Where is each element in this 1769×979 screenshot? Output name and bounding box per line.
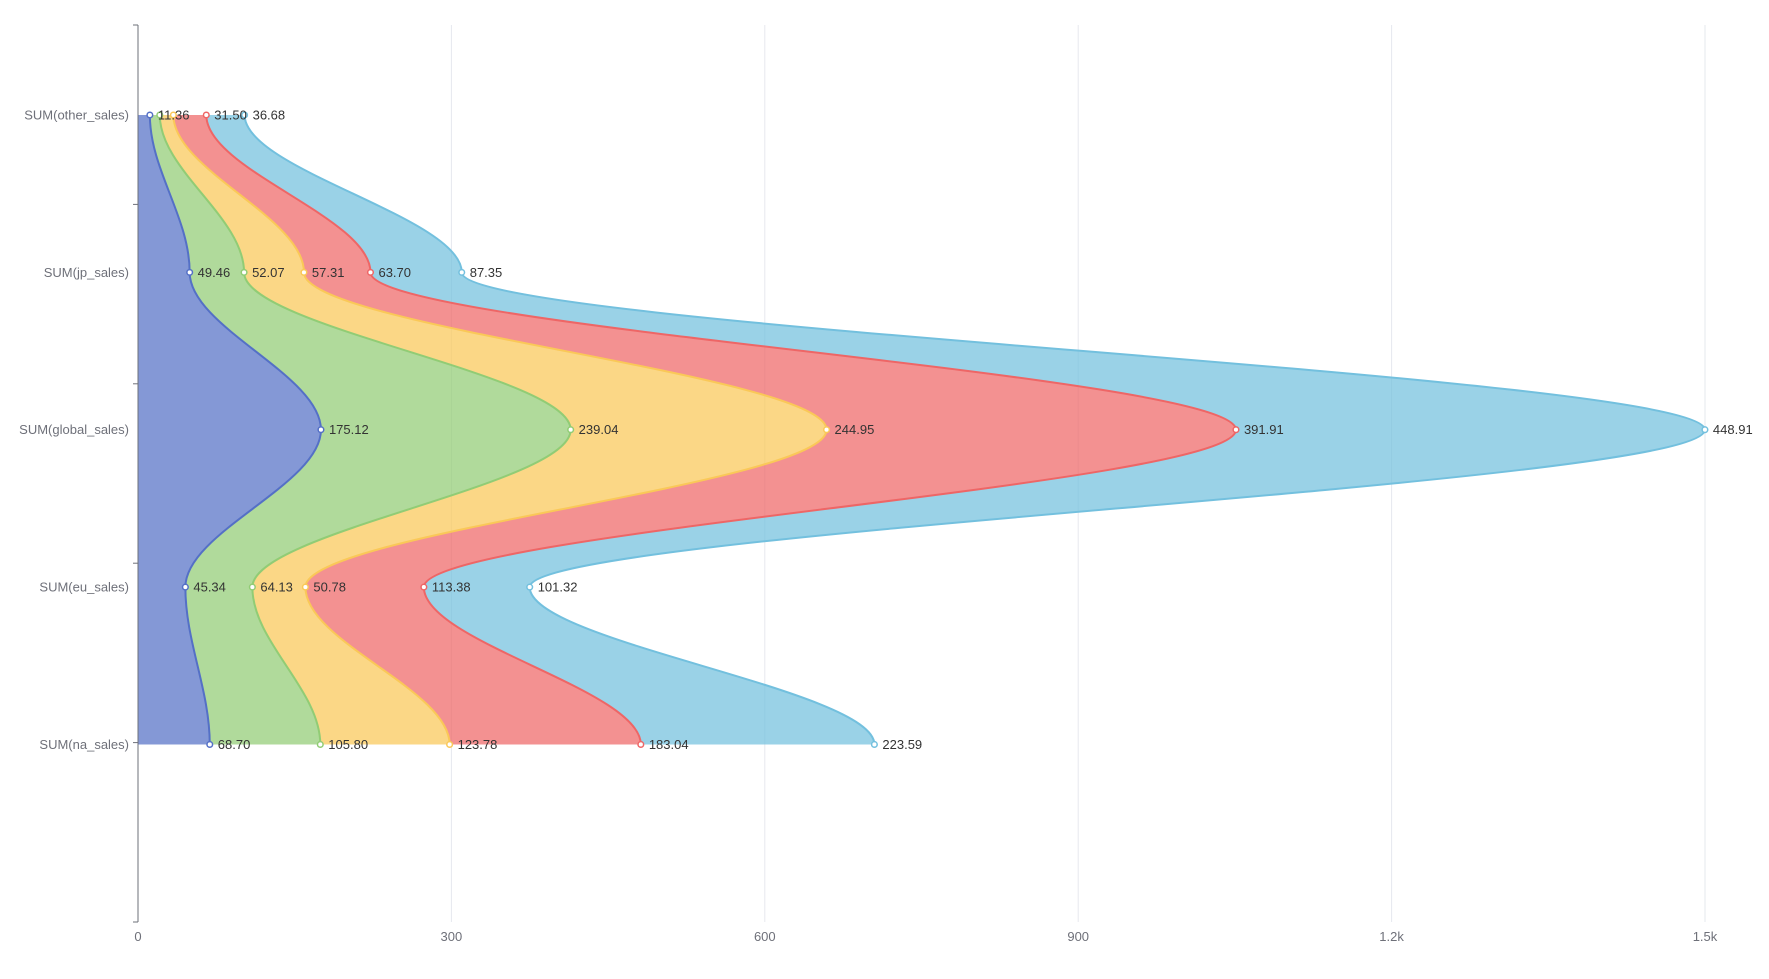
x-axis-label-4: 1.2k	[1379, 929, 1404, 944]
data-label-series-5-cat-5: 223.59	[882, 737, 922, 752]
point-series-4-cat-4[interactable]	[420, 583, 428, 591]
data-label-series-3-cat-2: 57.31	[312, 265, 345, 280]
data-label-series-3-cat-3: 244.95	[835, 422, 875, 437]
point-series-2-cat-2[interactable]	[240, 268, 248, 276]
point-series-2-cat-4[interactable]	[248, 583, 256, 591]
data-label-series-1-cat-3: 175.12	[329, 422, 369, 437]
data-label-series-5-cat-1: 36.68	[253, 108, 286, 123]
point-series-2-cat-5[interactable]	[316, 740, 324, 749]
x-axis-label-3: 900	[1067, 929, 1089, 944]
point-series-2-cat-3[interactable]	[567, 426, 575, 434]
data-label-series-1-cat-5: 68.70	[218, 737, 251, 752]
point-series-2-cat-1[interactable]	[156, 111, 164, 119]
x-axis-label-5: 1.5k	[1693, 929, 1718, 944]
x-axis: 0 300 600 900 1.2k 1.5k	[134, 929, 1717, 944]
y-axis: SUM(other_sales) SUM(jp_sales) SUM(global_…	[19, 24, 139, 923]
data-label-series-1-cat-1: 11.36	[158, 108, 190, 123]
y-axis-label-5: SUM(na_sales)	[39, 737, 129, 752]
point-series-3-cat-3[interactable]	[823, 426, 831, 434]
point-series-1-cat-3[interactable]	[317, 426, 325, 434]
point-series-4-cat-3[interactable]	[1232, 426, 1240, 434]
series-points	[146, 111, 1709, 749]
x-axis-label-2: 600	[754, 929, 776, 944]
data-label-series-1-cat-2: 49.46	[198, 265, 231, 280]
point-series-5-cat-5[interactable]	[870, 740, 878, 749]
point-series-3-cat-5[interactable]	[446, 740, 454, 749]
data-label-series-5-cat-4: 101.32	[538, 580, 578, 595]
x-axis-label-0: 0	[134, 929, 141, 944]
x-axis-label-1: 300	[441, 929, 463, 944]
point-series-1-cat-1[interactable]	[146, 111, 154, 119]
point-series-1-cat-5[interactable]	[206, 740, 214, 749]
data-label-series-4-cat-5: 183.04	[649, 737, 689, 752]
point-series-4-cat-2[interactable]	[366, 268, 375, 276]
area-series-3	[159, 115, 827, 745]
data-label-series-2-cat-3: 239.04	[579, 422, 619, 437]
data-label-series-2-cat-2: 52.07	[252, 265, 285, 280]
y-axis-label-1: SUM(other_sales)	[24, 108, 129, 123]
area-series-4	[173, 115, 1236, 745]
data-label-series-4-cat-2: 63.70	[378, 265, 411, 280]
area-series-5	[206, 115, 1705, 745]
point-series-5-cat-3[interactable]	[1701, 426, 1709, 434]
point-series-4-cat-5[interactable]	[637, 740, 645, 749]
data-label-series-4-cat-3: 391.91	[1244, 422, 1284, 437]
data-label-series-2-cat-5: 105.80	[328, 737, 368, 752]
area-layers	[138, 115, 1705, 745]
point-series-1-cat-4[interactable]	[181, 583, 189, 591]
point-series-5-cat-1[interactable]	[241, 111, 249, 119]
y-axis-label-2: SUM(jp_sales)	[44, 265, 129, 280]
point-series-3-cat-2[interactable]	[300, 268, 308, 276]
point-series-1-cat-2[interactable]	[186, 268, 194, 276]
point-series-4-cat-1[interactable]	[202, 111, 210, 119]
point-series-3-cat-4[interactable]	[301, 583, 309, 591]
area-series-2	[149, 115, 571, 745]
data-label-series-4-cat-1: 31.50	[214, 108, 247, 123]
data-label-series-1-cat-4: 45.34	[193, 580, 226, 595]
data-labels: 11.36 49.46 175.12 45.34 68.70 52.07 239.04 64.…	[158, 108, 1753, 752]
data-label-series-3-cat-5: 123.78	[458, 737, 498, 752]
data-label-series-5-cat-3: 448.91	[1713, 422, 1753, 437]
data-label-series-5-cat-2: 87.35	[470, 265, 503, 280]
data-label-series-2-cat-4: 64.13	[260, 580, 293, 595]
data-label-series-3-cat-4: 50.78	[313, 580, 346, 595]
point-series-3-cat-1[interactable]	[169, 111, 177, 119]
point-series-5-cat-2[interactable]	[458, 268, 466, 276]
point-series-5-cat-4[interactable]	[526, 583, 534, 591]
data-label-series-4-cat-4: 113.38	[432, 580, 471, 595]
y-axis-label-4: SUM(eu_sales)	[39, 580, 129, 595]
y-axis-label-3: SUM(global_sales)	[19, 422, 129, 437]
